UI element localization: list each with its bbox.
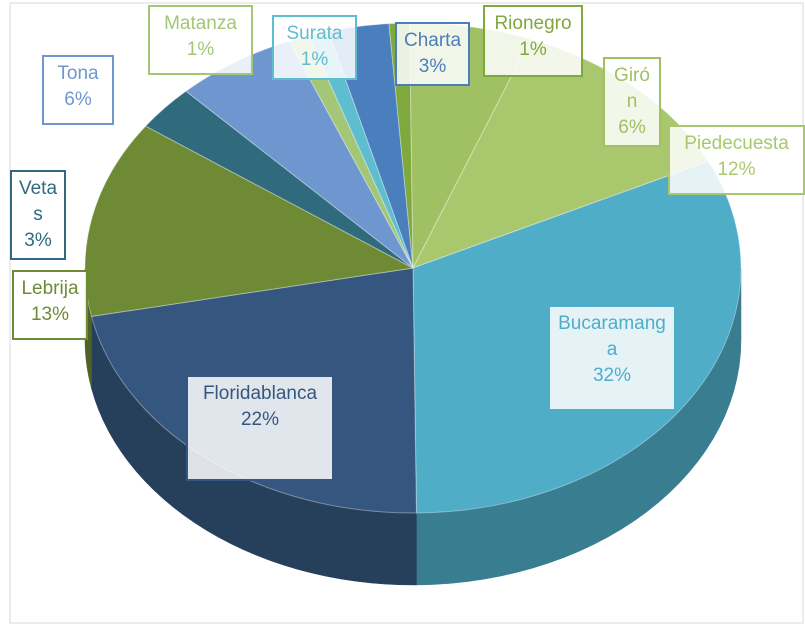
label-name: Charta [403, 30, 462, 51]
data-label: Lebrija 13% [12, 270, 88, 340]
label-name: Rionegro [494, 13, 572, 34]
label-name: Tona [57, 63, 99, 84]
label-name: Matanza [164, 13, 237, 34]
data-label: Charta 3% [395, 22, 470, 86]
data-label: Tona 6% [42, 55, 114, 125]
label-name: Bucaramanga [558, 313, 666, 360]
label-name: Surata [286, 23, 343, 44]
label-value: 22% [240, 409, 280, 430]
label-value: 32% [592, 365, 632, 386]
chart-border [9, 2, 804, 624]
label-value: 3% [24, 230, 52, 251]
data-label: Bucaramanga 32% [548, 305, 676, 411]
label-value: 6% [64, 89, 92, 110]
data-label: Rionegro 1% [483, 5, 583, 77]
slice [144, 90, 414, 269]
data-label: Girón 6% [603, 57, 661, 147]
label-value: 12% [717, 159, 756, 180]
data-label: Vetas 3% [10, 170, 66, 260]
label-name: Lebrija [21, 278, 79, 299]
data-label: Piedecuesta 12% [668, 125, 805, 195]
label-value: 13% [30, 304, 70, 325]
label-value: 1% [300, 49, 329, 70]
label-name: Piedecuesta [684, 133, 789, 154]
label-value: 1% [186, 39, 215, 60]
data-label: Floridablanca 22% [186, 375, 334, 481]
label-value: 6% [618, 117, 646, 138]
data-label: Surata 1% [272, 15, 357, 80]
label-name: Girón [614, 65, 650, 112]
label-value: 3% [418, 56, 447, 77]
label-name: Floridablanca [202, 383, 318, 404]
data-label: Matanza 1% [148, 5, 253, 75]
label-value: 1% [519, 39, 547, 60]
label-name: Vetas [18, 178, 58, 225]
